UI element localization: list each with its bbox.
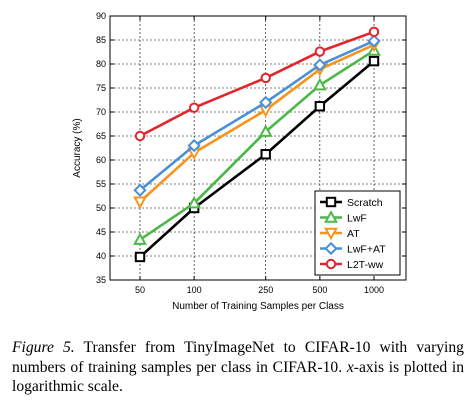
caption-math-x: x xyxy=(346,358,354,376)
data-point-lwf xyxy=(133,232,147,245)
figure-label: Figure 5. xyxy=(12,339,75,356)
data-point-l2t-ww xyxy=(368,26,380,38)
y-tick-label: 85 xyxy=(96,35,106,45)
y-tick-label: 70 xyxy=(96,107,106,117)
series-lwf-at xyxy=(133,34,381,197)
y-tick-label: 45 xyxy=(96,227,106,237)
y-tick-label: 75 xyxy=(96,83,106,93)
series-at xyxy=(133,39,381,210)
data-point-lwf-at xyxy=(133,183,147,197)
legend-marker-scratch xyxy=(325,196,337,208)
series-line-at xyxy=(139,43,375,203)
y-axis-label: Accuracy (%) xyxy=(72,118,83,177)
data-point-lwf xyxy=(312,77,327,91)
y-tick-label: 40 xyxy=(96,251,106,261)
y-tick-label: 90 xyxy=(96,11,106,21)
data-point-lwf-at xyxy=(187,138,201,153)
legend: Scratch LwF AT LwF+AT L2T-ww xyxy=(314,190,401,276)
data-point-lwf-at xyxy=(313,58,327,72)
caption-text-end: -axis is plotted in logarithmic scale. xyxy=(12,358,464,396)
series-l2t-ww xyxy=(134,26,380,142)
legend-label-l2t-ww: L2T-ww xyxy=(347,259,384,271)
data-point-lwf xyxy=(258,124,273,137)
figure-caption: Figure 5. Transfer from TinyImageNet to … xyxy=(12,338,464,397)
data-point-lwf-at xyxy=(367,34,381,48)
legend-label-lwf-at: LwF+AT xyxy=(347,243,386,255)
legend-marker-lwf xyxy=(324,210,338,223)
series-line-l2t-ww xyxy=(139,30,375,138)
data-point-at xyxy=(133,196,147,210)
x-tick-label: 100 xyxy=(187,285,202,295)
y-tick-label: 80 xyxy=(96,59,106,69)
x-tick-label: 250 xyxy=(258,285,273,295)
legend-marker-lwf-at xyxy=(324,241,338,256)
data-point-scratch xyxy=(314,101,326,112)
axis-ticks: 35 40 45 50 55 60 65 70 75 80 85 90 50 100 250 500 1000 xyxy=(96,11,406,295)
data-point-l2t-ww xyxy=(134,130,146,142)
legend-label-scratch: Scratch xyxy=(347,197,383,209)
data-point-scratch xyxy=(260,149,271,160)
plot-frame xyxy=(109,15,407,281)
data-point-l2t-ww xyxy=(314,46,326,57)
y-tick-label: 55 xyxy=(96,179,106,189)
y-tick-label: 50 xyxy=(96,203,106,213)
series-lines xyxy=(133,26,381,263)
data-point-lwf xyxy=(187,195,202,209)
legend-label-at: AT xyxy=(347,228,360,240)
data-point-scratch xyxy=(368,55,380,67)
x-tick-label: 500 xyxy=(312,285,327,295)
data-point-lwf-at xyxy=(259,95,273,110)
data-point-l2t-ww xyxy=(260,72,271,84)
legend-marker-at xyxy=(324,227,338,241)
data-point-scratch xyxy=(134,251,146,263)
y-tick-label: 60 xyxy=(96,155,106,165)
x-tick-label: 1000 xyxy=(364,285,384,295)
data-point-l2t-ww xyxy=(188,102,200,113)
y-tick-label: 65 xyxy=(96,131,106,141)
caption-text: Transfer from TinyImageNet to CIFAR-10 w… xyxy=(12,339,464,376)
y-tick-label: 35 xyxy=(96,275,106,285)
legend-marker-l2t-ww xyxy=(325,258,337,270)
x-tick-label: 50 xyxy=(135,285,145,295)
legend-label-lwf: LwF xyxy=(347,212,367,224)
x-axis-label: Number of Training Samples per Class xyxy=(172,301,344,312)
